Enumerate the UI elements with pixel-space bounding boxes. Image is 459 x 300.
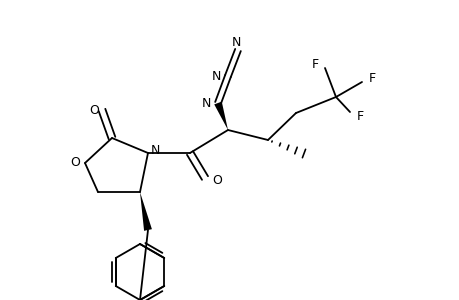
Text: O: O: [89, 103, 99, 116]
Polygon shape: [140, 192, 151, 231]
Text: F: F: [368, 71, 375, 85]
Text: N: N: [231, 35, 240, 49]
Polygon shape: [214, 102, 228, 130]
Text: F: F: [311, 58, 318, 70]
Text: N: N: [201, 97, 210, 110]
Text: N: N: [211, 70, 220, 83]
Text: N: N: [150, 145, 159, 158]
Text: O: O: [70, 157, 80, 169]
Text: F: F: [356, 110, 363, 122]
Text: O: O: [212, 173, 221, 187]
